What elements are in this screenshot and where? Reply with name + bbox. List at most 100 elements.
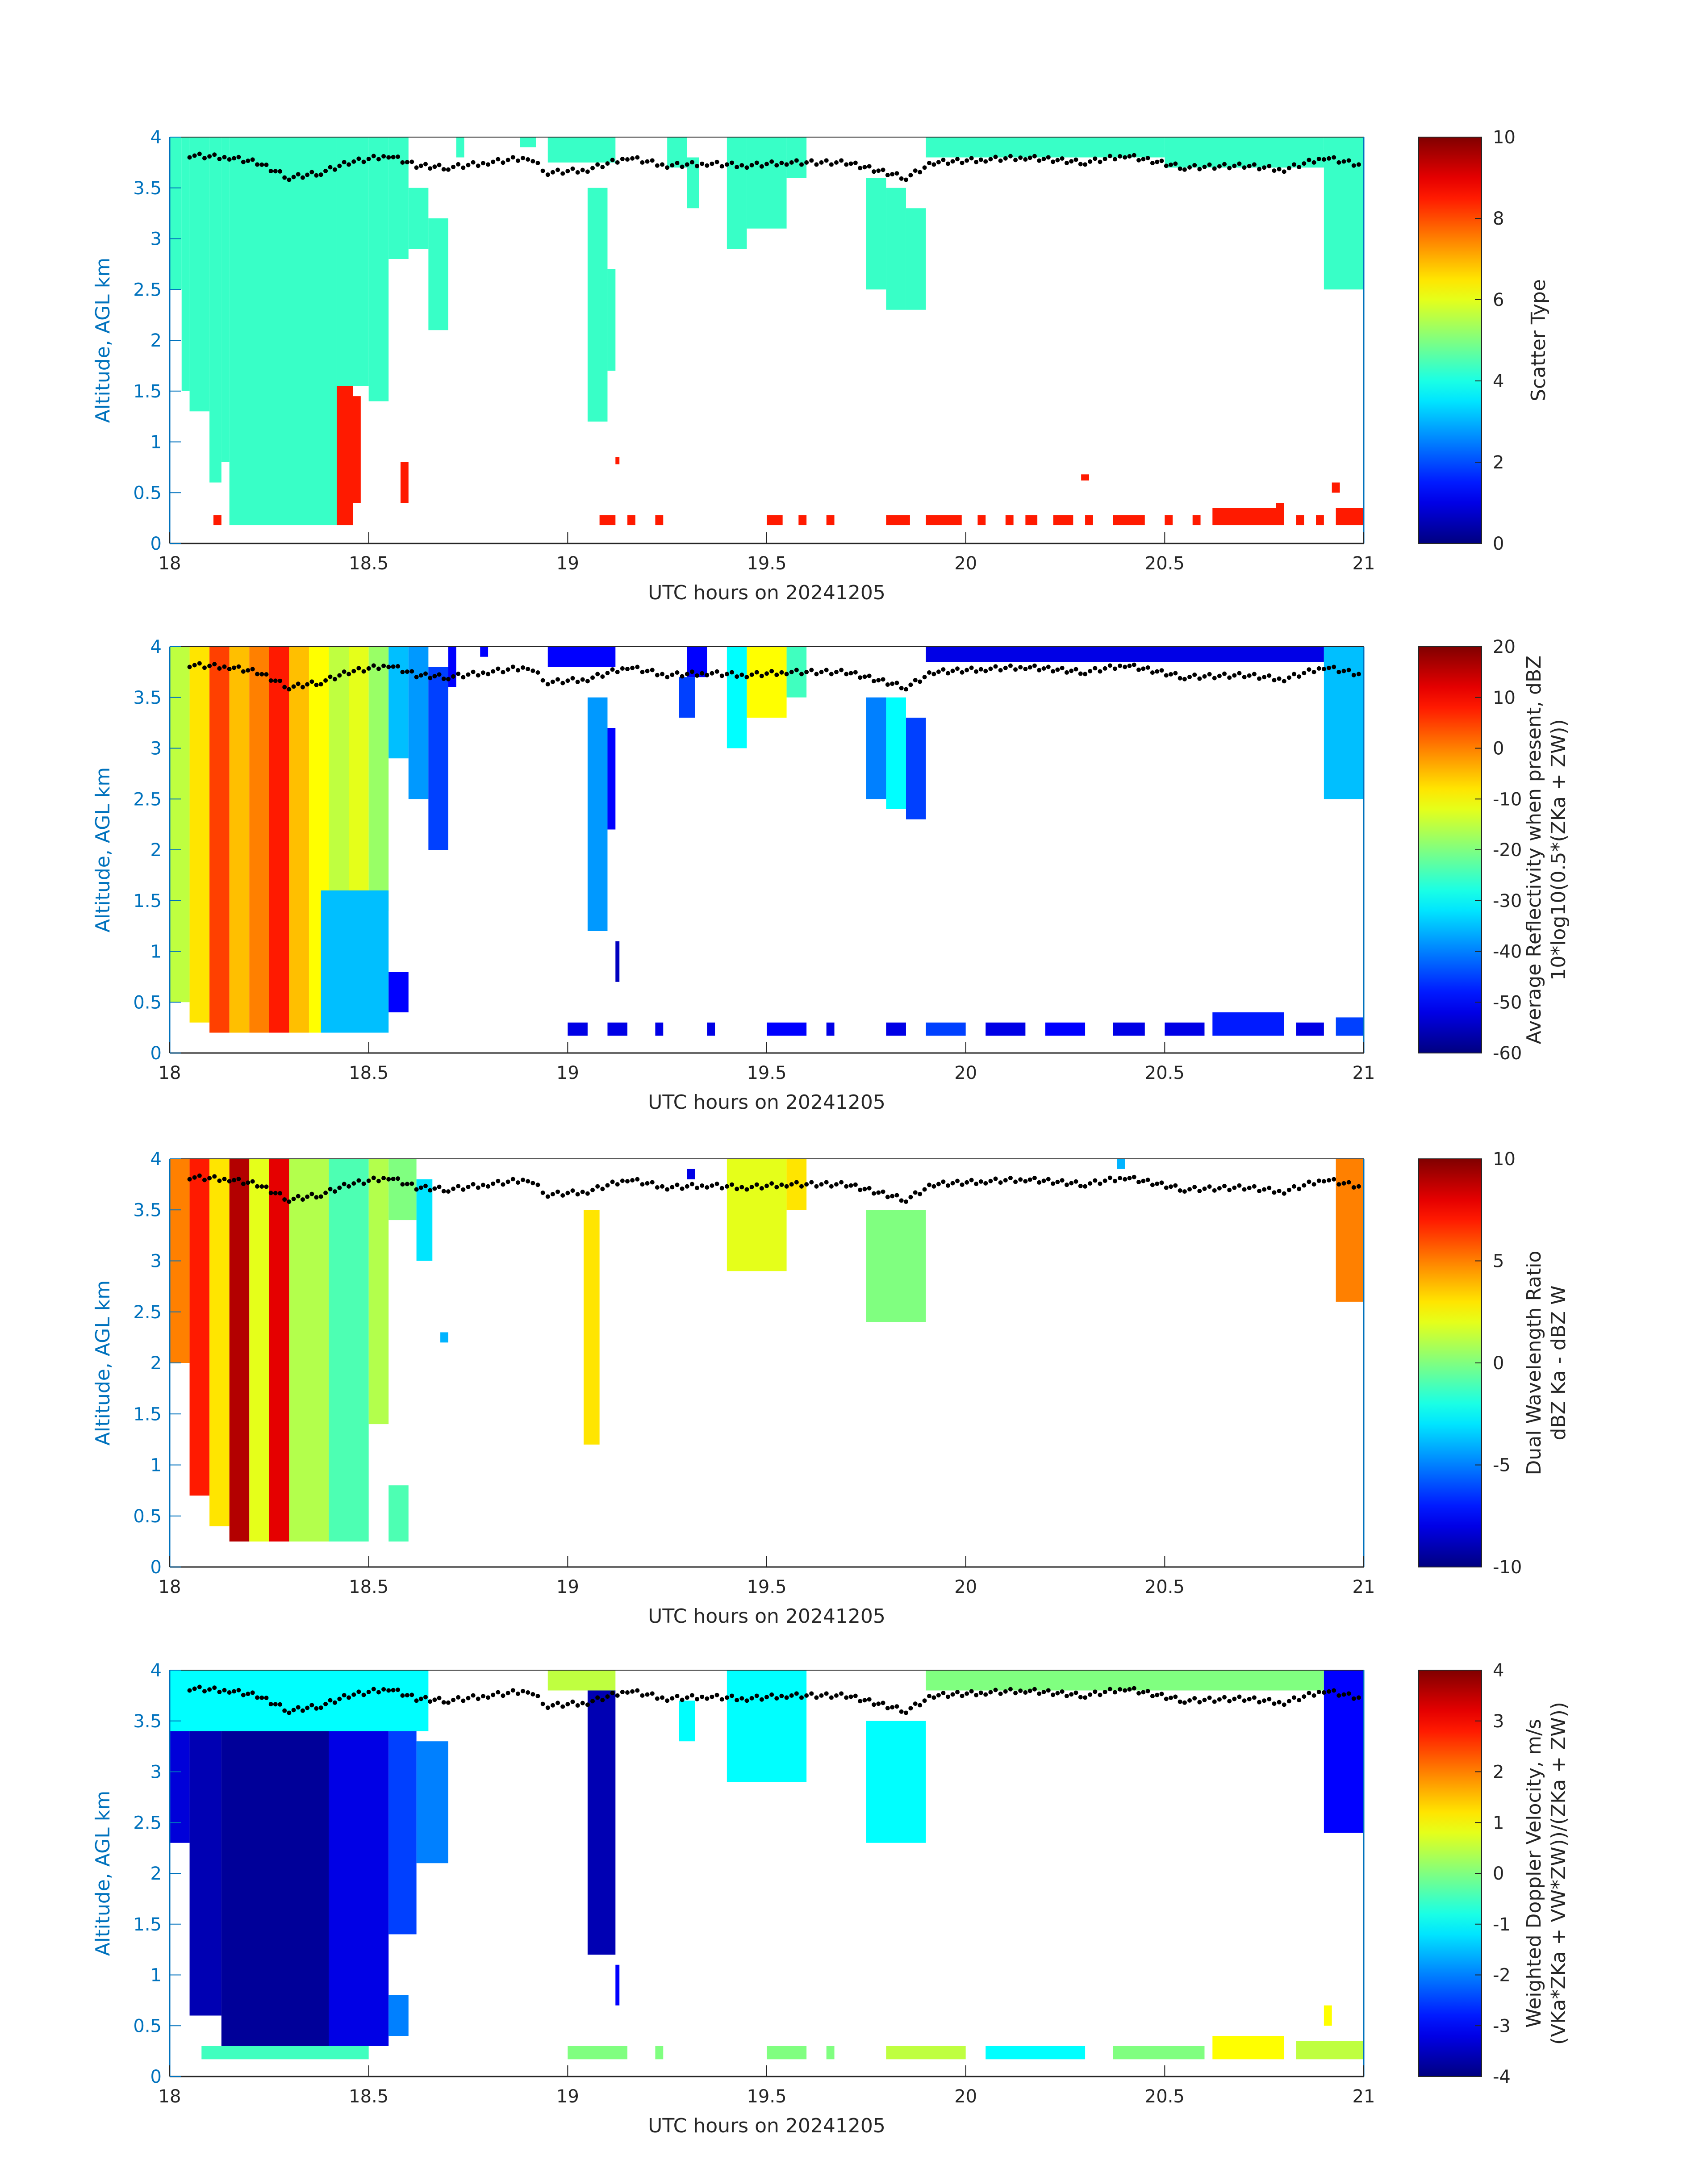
melt-layer-dot <box>1262 1187 1267 1192</box>
heatmap-cell <box>679 1701 695 1742</box>
heatmap-cell <box>170 137 182 290</box>
y-tick-label: 3.5 <box>133 1200 162 1220</box>
melt-layer-dot <box>1102 1689 1107 1694</box>
melt-layer-dot <box>595 672 600 677</box>
melt-layer-dot <box>1217 164 1222 169</box>
melt-layer-dot <box>1192 163 1197 167</box>
melt-layer-dot <box>1332 664 1336 669</box>
melt-layer-dot <box>1155 1692 1160 1697</box>
melt-layer-dot <box>414 675 419 680</box>
heatmap-cell <box>337 386 353 526</box>
melt-layer-dot <box>871 679 876 684</box>
melt-layer-dot <box>1207 1695 1212 1700</box>
melt-layer-dot <box>1164 163 1169 168</box>
melt-layer-dot <box>660 162 665 167</box>
melt-layer-dot <box>501 670 505 675</box>
melt-layer-dot <box>236 664 241 669</box>
melt-layer-dot <box>192 663 197 668</box>
melt-layer-dot <box>1169 1695 1173 1700</box>
melt-layer-dot <box>1027 155 1032 160</box>
melt-layer-dot <box>749 163 754 167</box>
melt-layer-dot <box>858 675 863 680</box>
x-tick-label: 19 <box>556 1577 579 1597</box>
melt-layer-dot <box>259 1695 264 1700</box>
melt-layer-dot <box>600 1187 605 1191</box>
melt-layer-dot <box>515 668 520 673</box>
colorbar-tick-label: 10 <box>1493 688 1516 708</box>
melt-layer-dot <box>927 161 931 166</box>
melt-layer-dot <box>202 1178 207 1183</box>
melt-layer-dot <box>876 678 881 683</box>
melt-layer-dot <box>376 1178 381 1183</box>
melt-layer-dot <box>337 1696 342 1701</box>
melt-layer-dot <box>710 161 714 166</box>
melt-layer-dot <box>705 1696 710 1701</box>
melt-layer-dot <box>784 162 789 167</box>
x-tick-label: 19 <box>556 553 579 574</box>
melt-layer-dot <box>1102 156 1107 161</box>
melt-layer-dot <box>418 1185 423 1190</box>
melt-layer-dot <box>1356 162 1361 167</box>
melt-layer-dot <box>314 1195 319 1200</box>
melt-layer-dot <box>446 1700 451 1705</box>
melt-layer-dot <box>1346 1180 1351 1185</box>
melt-layer-dot <box>1257 676 1262 681</box>
melt-layer-dot <box>908 173 913 178</box>
y-tick-label: 3.5 <box>133 688 162 708</box>
melt-layer-dot <box>998 1180 1003 1185</box>
y-tick-label: 2.5 <box>133 280 162 300</box>
melt-layer-dot <box>202 665 207 670</box>
melt-layer-dot <box>814 672 819 677</box>
heatmap-cell <box>599 515 616 526</box>
melt-layer-dot <box>988 157 993 162</box>
x-tick-label: 20.5 <box>1145 553 1185 574</box>
melt-layer-dot <box>1008 154 1013 159</box>
melt-layer-dot <box>1013 1179 1018 1184</box>
melt-layer-dot <box>918 1703 923 1708</box>
heatmap-cell <box>886 515 910 526</box>
melt-layer-dot <box>318 682 323 687</box>
melt-layer-dot <box>217 156 222 161</box>
melt-layer-dot <box>1346 158 1351 163</box>
melt-layer-dot <box>819 160 824 165</box>
melt-layer-dot <box>885 1706 890 1711</box>
y-tick-label: 4 <box>150 1149 162 1170</box>
melt-layer-dot <box>885 173 890 178</box>
melt-layer-dot <box>1202 674 1207 679</box>
melt-layer-dot <box>1202 164 1207 169</box>
melt-layer-dot <box>1132 1686 1136 1691</box>
melt-layer-dot <box>526 1179 530 1184</box>
melt-layer-dot <box>1051 159 1056 164</box>
melt-layer-dot <box>848 161 853 166</box>
melt-layer-dot <box>735 1187 739 1191</box>
melt-layer-dot <box>1078 671 1083 676</box>
melt-layer-dot <box>1083 672 1088 677</box>
melt-layer-dot <box>405 160 409 165</box>
melt-layer-dot <box>774 1185 779 1190</box>
melt-layer-dot <box>871 169 876 174</box>
melt-layer-dot <box>794 1691 799 1696</box>
melt-layer-dot <box>1098 159 1102 164</box>
melt-layer-dot <box>1247 163 1252 168</box>
melt-layer-dot <box>630 156 635 161</box>
melt-layer-dot <box>881 1189 885 1194</box>
melt-layer-dot <box>1123 1177 1128 1182</box>
melt-layer-dot <box>456 671 461 676</box>
melt-layer-dot <box>1311 160 1316 165</box>
melt-layer-dot <box>1150 161 1155 166</box>
melt-layer-dot <box>983 159 988 164</box>
y-tick-label: 0 <box>150 1043 162 1064</box>
y-tick-label: 0.5 <box>133 2016 162 2036</box>
y-tick-label: 3 <box>150 739 162 759</box>
melt-layer-dot <box>1182 167 1187 172</box>
melt-layer-dot <box>585 679 590 684</box>
melt-layer-dot <box>848 1183 853 1188</box>
melt-layer-dot <box>913 168 918 173</box>
melt-layer-dot <box>405 1182 409 1187</box>
melt-layer-dot <box>881 1701 885 1705</box>
melt-layer-dot <box>625 157 630 162</box>
melt-layer-dot <box>610 1691 615 1696</box>
melt-layer-dot <box>418 1696 423 1701</box>
melt-layer-dot <box>246 1692 251 1696</box>
melt-layer-dot <box>1027 1177 1032 1182</box>
